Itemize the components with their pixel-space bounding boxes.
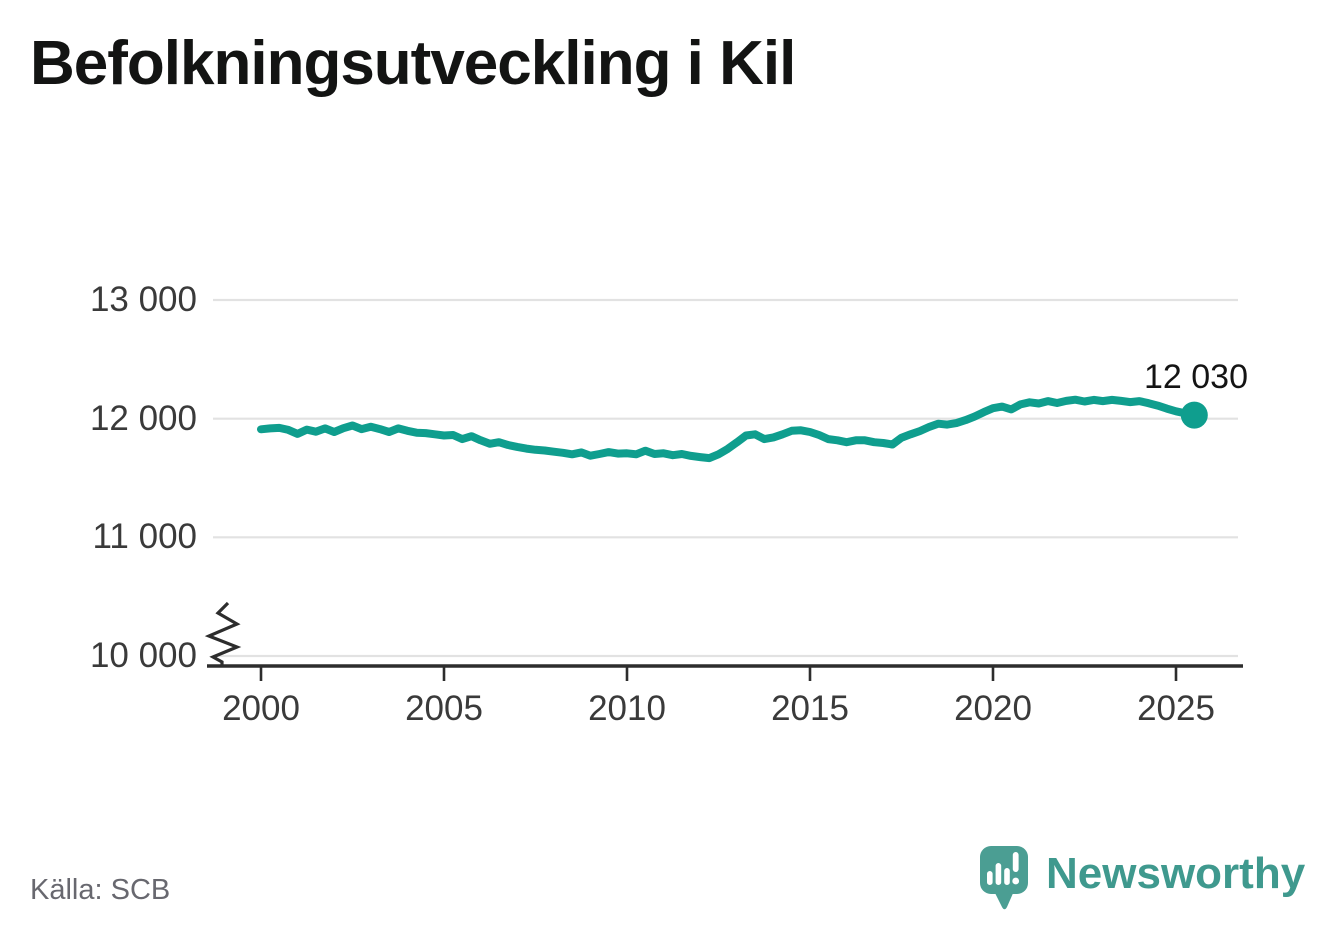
source-note: Källa: SCB (30, 874, 171, 906)
brand-name: Newsworthy (1046, 849, 1306, 898)
population-line (257, 395, 1199, 463)
x-tick-label: 2015 (771, 689, 849, 728)
logo-bubble (980, 846, 1028, 894)
y-tick-label: 11 000 (92, 517, 197, 556)
end-point-dot (1180, 401, 1208, 429)
logo-bars (987, 863, 1010, 885)
brand-logo: Newsworthy (978, 843, 1305, 915)
x-tick-label: 2020 (954, 689, 1032, 728)
axis-break-icon (204, 601, 242, 667)
x-tick-label: 2010 (588, 689, 666, 728)
gridlines (213, 298, 1238, 658)
logo-exclamation-icon (1012, 852, 1020, 885)
x-tick-marks (259, 666, 1178, 681)
x-tick-label: 2000 (222, 689, 300, 728)
y-tick-label: 13 000 (89, 280, 197, 319)
page-title: Befolkningsutveckling i Kil (30, 29, 796, 98)
logo-bubble-tail (994, 891, 1014, 910)
newsworthy-logo-icon (980, 846, 1028, 910)
x-tick-label: 2005 (405, 689, 483, 728)
end-value-label: 12 030 (1144, 358, 1248, 396)
x-tick-label: 2025 (1137, 689, 1215, 728)
y-tick-label: 10 000 (89, 636, 197, 675)
y-tick-label: 12 000 (89, 399, 197, 438)
